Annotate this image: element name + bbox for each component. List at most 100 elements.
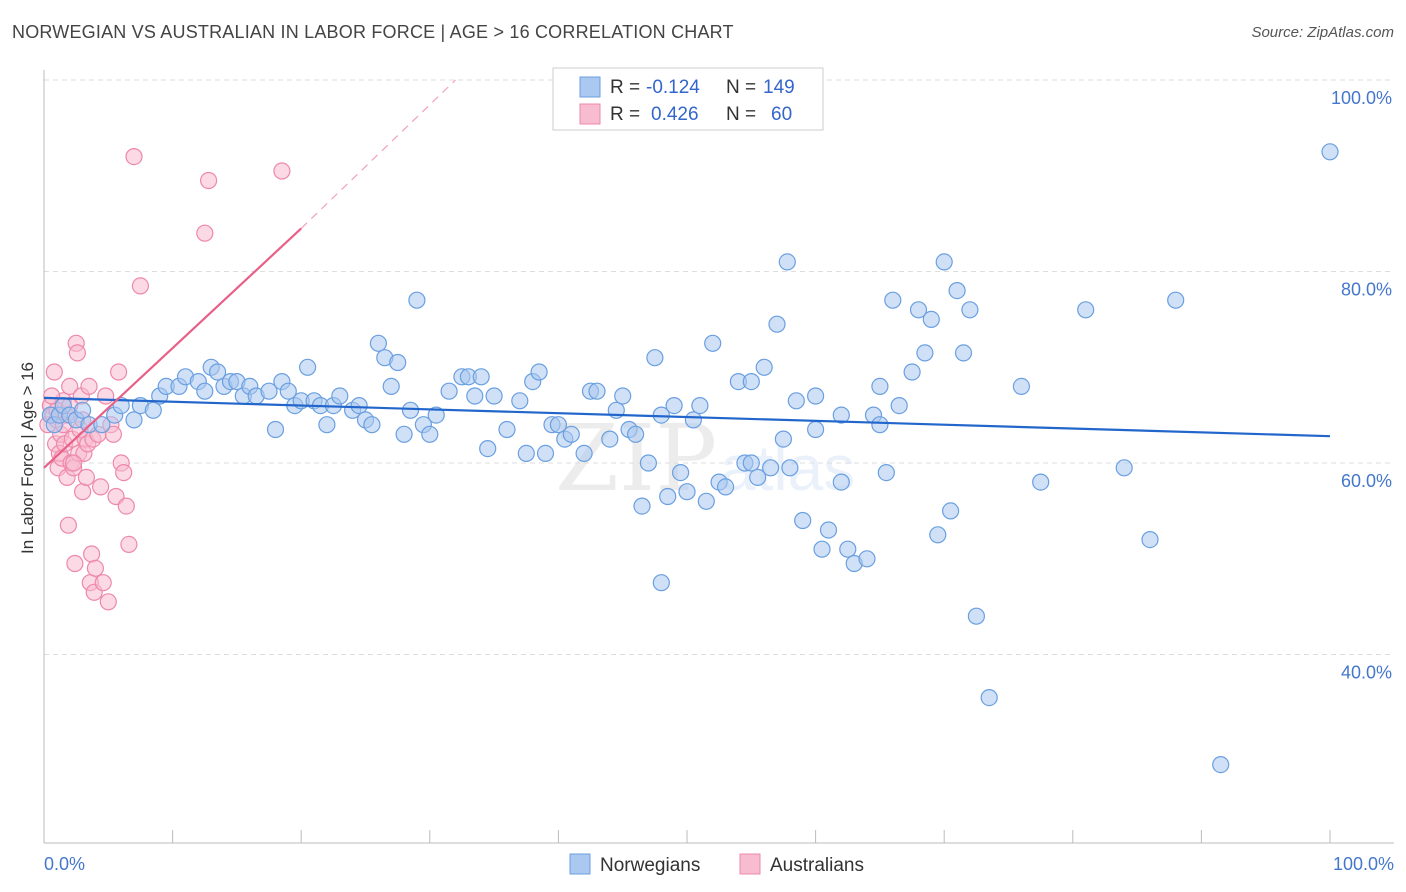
australians-point — [120, 535, 138, 554]
y-tick-label: 40.0% — [1341, 663, 1392, 683]
australians-point — [73, 483, 92, 501]
legend-n-value-1: 149 — [763, 77, 795, 98]
norwegians-point — [260, 382, 278, 400]
norwegians-point — [93, 416, 111, 434]
norwegians-point — [806, 420, 825, 439]
australians-trend-line — [43, 227, 302, 469]
australians-point — [80, 377, 98, 395]
norwegians-point — [73, 401, 92, 419]
norwegians-point — [787, 392, 805, 410]
norwegians-point — [684, 411, 703, 429]
norwegians-point — [601, 430, 619, 448]
norwegians-point — [671, 464, 690, 482]
norwegians-point — [331, 387, 349, 405]
norwegians-point — [903, 363, 921, 381]
bottom-legend-label-australians: Australians — [770, 855, 864, 876]
norwegians-point — [884, 291, 902, 309]
norwegians-point — [633, 497, 651, 515]
chart-title: NORWEGIAN VS AUSTRALIAN IN LABOR FORCE |… — [12, 22, 734, 42]
norwegians-point — [511, 392, 529, 410]
norwegians-point — [279, 382, 297, 400]
norwegians-point — [761, 459, 780, 477]
norwegians-point — [967, 607, 986, 625]
australians-point — [43, 387, 61, 405]
norwegians-point — [112, 397, 130, 415]
australians-point — [61, 377, 79, 395]
australians-point — [77, 468, 96, 486]
norwegians-point — [363, 416, 381, 434]
y-tick-labels: 40.0% 60.0% 80.0% 100.0% — [1331, 88, 1392, 683]
norwegians-point — [209, 363, 227, 381]
australians-point — [94, 574, 112, 592]
australians-point — [109, 363, 128, 381]
australians-point — [66, 554, 84, 573]
norwegians-point — [389, 353, 407, 372]
norwegians-point — [839, 540, 857, 558]
norwegians-point — [877, 464, 895, 482]
norwegians-point — [768, 315, 786, 333]
norwegians-point — [954, 344, 973, 362]
norwegians-point — [755, 358, 773, 376]
australians-point — [125, 148, 143, 166]
norwegians-point — [678, 483, 696, 501]
norwegians-point — [1077, 301, 1095, 319]
legend-box: R = -0.124 N = 149 R = 0.426 N = 60 — [552, 67, 824, 131]
legend-swatch-pink — [579, 103, 601, 125]
norwegians-point — [549, 416, 568, 434]
norwegians-point — [659, 487, 677, 506]
norwegians-point — [794, 511, 812, 530]
legend-r-value-1: -0.124 — [646, 77, 700, 98]
legend-r-label-2: R = — [610, 104, 640, 125]
norwegians-point — [871, 416, 889, 434]
norwegians-point — [479, 440, 497, 458]
norwegians-point — [929, 526, 947, 544]
bottom-legend-swatch-pink — [739, 853, 761, 875]
norwegians-point — [749, 468, 767, 486]
norwegians-point — [819, 521, 838, 539]
norwegians-point — [781, 459, 799, 477]
norwegians-point — [665, 397, 683, 415]
legend-swatch-blue — [579, 76, 601, 98]
norwegians-point — [575, 444, 593, 462]
norwegians-point — [318, 416, 336, 434]
norwegians-point — [266, 420, 285, 439]
australians-point — [45, 363, 63, 381]
norwegians-point — [144, 401, 162, 419]
norwegians-point — [778, 253, 796, 271]
x-ticks — [172, 830, 1331, 843]
norwegians-point — [299, 358, 317, 376]
norwegians-point — [536, 444, 555, 462]
norwegians-point — [813, 540, 831, 558]
australians-point — [104, 425, 123, 443]
norwegians-point — [742, 373, 760, 391]
norwegians-point — [890, 397, 908, 415]
norwegians-point — [421, 425, 439, 443]
norwegians-point — [562, 425, 580, 443]
norwegians-point — [871, 377, 889, 395]
australians-point — [117, 497, 135, 515]
norwegians-point — [980, 688, 998, 707]
norwegians-point — [395, 425, 413, 443]
grid-lines — [44, 79, 1394, 655]
norwegians-point — [466, 387, 484, 405]
australians-point — [99, 593, 117, 611]
norwegians-point — [401, 401, 420, 419]
norwegians-point — [646, 349, 664, 367]
legend-r-value-2: 0.426 — [651, 104, 699, 125]
norwegians-point — [350, 397, 368, 415]
norwegians-point — [588, 382, 606, 400]
norwegians-point — [1321, 143, 1339, 161]
australians-trend-extension — [300, 79, 456, 229]
australians-point — [273, 162, 291, 180]
bottom-legend-label-norwegians: Norwegians — [600, 855, 700, 876]
australians-point — [91, 478, 110, 496]
norwegians-point — [1167, 291, 1185, 309]
norwegians-point — [909, 301, 928, 319]
legend-n-label-1: N = — [726, 77, 756, 98]
series-australians — [39, 148, 291, 611]
norwegians-point — [742, 454, 760, 472]
norwegians-trend-line — [43, 396, 1331, 438]
norwegians-point — [472, 368, 490, 386]
norwegians-point — [382, 377, 400, 395]
